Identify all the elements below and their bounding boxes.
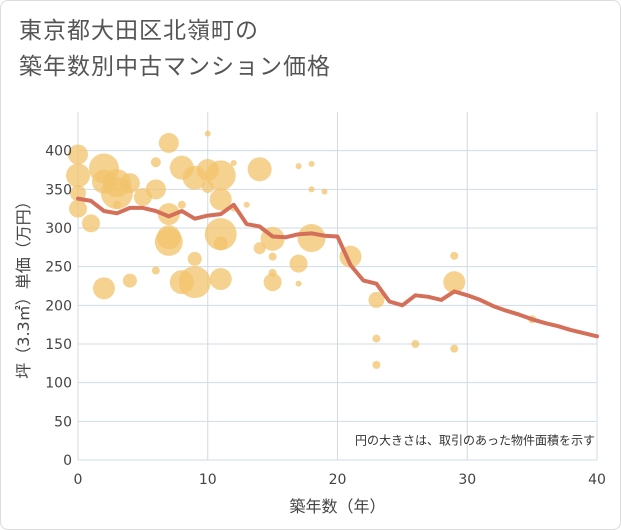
x-tick-label: 10 [199,472,217,488]
bubble-point [321,188,328,195]
chart-title-line-2: 築年数別中古マンション価格 [19,54,331,80]
x-tick-label: 0 [74,472,83,488]
bubble-point [295,163,302,170]
bubble-point [268,252,277,261]
bubble-point [122,273,137,288]
y-tick-label: 0 [63,453,72,469]
bubble-point [372,360,381,369]
bubble-point [308,186,315,193]
bubble-point [295,280,302,287]
chart-title: 東京都大田区北嶺町の 築年数別中古マンション価格 [19,13,579,85]
y-tick-label: 200 [45,298,72,314]
bubble-point [209,188,232,211]
bubble-size-note: 円の大きさは、取引のあった物件面積を示す [355,433,595,448]
y-tick-label: 350 [45,182,72,198]
bubble-point [243,201,250,208]
bubble-point [263,273,282,292]
bubble-point [230,160,237,167]
bubble-series [66,130,537,369]
bubble-point [204,130,211,137]
bubble-point [177,200,186,209]
bubble-point [158,132,179,153]
y-tick-label: 150 [45,337,72,353]
bubble-point [289,254,308,273]
chart-title-line-1: 東京都大田区北嶺町の [19,18,259,44]
y-tick-label: 300 [45,221,72,237]
bubble-point [450,344,459,353]
bubble-point [145,179,166,200]
bubble-point [157,203,180,226]
bubble-point [69,199,87,218]
y-tick-label: 250 [45,260,72,276]
bubble-point [70,185,86,202]
tick-labels: 0 50 100 150 200 250 300 350 400 0 10 20 30 40 [45,144,606,488]
y-tick-label: 100 [45,376,72,392]
bubble-point [66,163,90,188]
bubble-point [372,334,381,343]
bubble-point [368,291,385,308]
bubble-point [187,251,202,266]
x-tick-label: 20 [329,472,347,488]
bubble-point [213,236,228,251]
x-tick-label: 40 [588,472,606,488]
y-axis-title: 坪（3.3㎡）単価（万円） [14,193,33,378]
bubble-point [443,271,466,294]
bubble-point [209,268,232,291]
x-tick-label: 30 [458,472,476,488]
bubble-point [411,340,420,348]
bubble-point [150,157,161,168]
bubble-point [247,157,272,182]
bubble-point [154,227,183,256]
bubble-point [112,200,121,209]
bubble-point [308,160,315,167]
bubble-point [450,251,459,260]
bubble-point [119,173,140,194]
bubble-point [178,266,211,299]
bubble-point [151,266,160,275]
bubble-point [297,224,326,253]
x-axis-title: 築年数（年） [289,497,385,516]
trend-series [76,196,599,339]
y-tick-label: 50 [54,414,72,430]
bubble-point [204,218,237,251]
y-tick-label: 400 [45,144,72,160]
bubble-point [92,277,115,300]
bubble-point [68,144,88,165]
bubble-point [81,214,100,233]
trend-line [76,196,599,339]
bubble-point [205,160,236,191]
